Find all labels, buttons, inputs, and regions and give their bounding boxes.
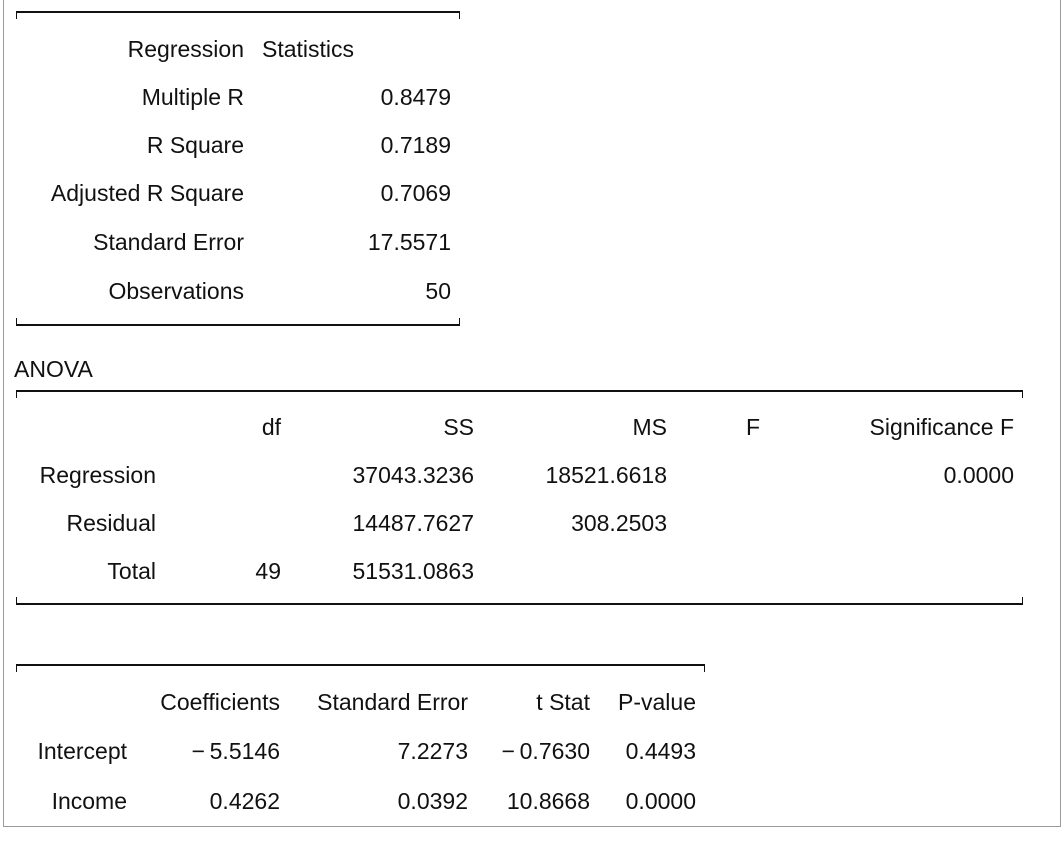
stat-value: 17.5571	[367, 229, 451, 255]
output-frame	[3, 0, 1061, 827]
column-header: t Stat	[536, 689, 590, 715]
table-bottom-rule	[16, 603, 1023, 605]
t-stat-value: 10.8668	[506, 788, 590, 814]
anova-title: ANOVA	[14, 356, 93, 382]
anova-ms: 308.2503	[571, 510, 667, 536]
row-label: Residual	[66, 510, 157, 536]
rule-tick	[16, 11, 17, 19]
row-label: Observations	[108, 278, 244, 304]
row-label: Total	[107, 558, 156, 584]
row-label: R Square	[146, 132, 244, 158]
table-top-rule	[16, 664, 705, 666]
anova-df: 49	[255, 558, 281, 584]
rule-tick	[16, 318, 17, 326]
table-top-rule	[16, 11, 460, 13]
rule-tick	[459, 11, 460, 19]
column-header: F	[745, 414, 760, 440]
rule-tick	[459, 318, 460, 326]
row-label: Adjusted R Square	[50, 180, 244, 206]
stat-value: 0.8479	[380, 84, 451, 110]
table-top-rule	[16, 390, 1023, 392]
column-header: P-value	[618, 689, 696, 715]
column-header: Regression	[127, 36, 244, 62]
column-header: df	[261, 414, 281, 440]
row-label: Intercept	[37, 738, 128, 764]
standard-error-value: 0.0392	[397, 788, 468, 814]
table-bottom-rule	[16, 324, 460, 326]
column-header: Significance F	[869, 414, 1014, 440]
column-header: Coefficients	[160, 689, 280, 715]
stat-value: 0.7189	[380, 132, 451, 158]
p-value: 0.0000	[625, 788, 696, 814]
row-label: Regression	[39, 462, 156, 488]
p-value: 0.4493	[625, 738, 696, 764]
column-header: SS	[443, 414, 474, 440]
rule-tick	[1022, 597, 1023, 605]
stat-value: 50	[425, 278, 451, 304]
coefficient-value: − 5.5146	[191, 738, 280, 764]
stat-value: 0.7069	[380, 180, 451, 206]
row-label: Multiple R	[141, 84, 244, 110]
column-header: Statistics	[262, 36, 355, 62]
rule-tick	[16, 390, 17, 398]
standard-error-value: 7.2273	[397, 738, 468, 764]
column-header: Standard Error	[317, 689, 468, 715]
anova-significance-f: 0.0000	[943, 462, 1014, 488]
t-stat-value: − 0.7630	[501, 738, 590, 764]
column-header: MS	[632, 414, 668, 440]
anova-ss: 37043.3236	[352, 462, 474, 488]
row-label: Standard Error	[93, 229, 244, 255]
rule-tick	[704, 664, 705, 672]
row-label: Income	[51, 788, 127, 814]
rule-tick	[1022, 390, 1023, 398]
anova-ms: 18521.6618	[545, 462, 667, 488]
anova-ss: 51531.0863	[352, 558, 474, 584]
coefficient-value: 0.4262	[209, 788, 280, 814]
anova-ss: 14487.7627	[352, 510, 474, 536]
rule-tick	[16, 664, 17, 672]
rule-tick	[16, 597, 17, 605]
